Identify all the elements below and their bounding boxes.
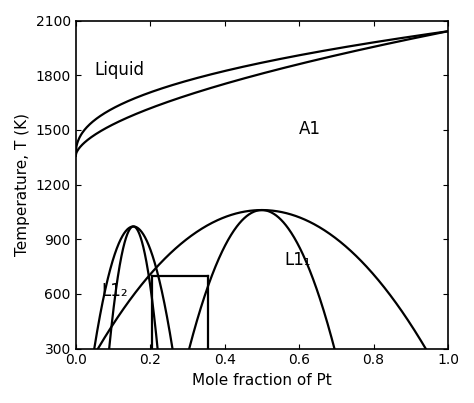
Text: L1₂: L1₂ (102, 282, 128, 300)
Text: A1: A1 (299, 120, 321, 137)
Text: Liquid: Liquid (94, 61, 144, 79)
Text: L1₁: L1₁ (284, 251, 310, 269)
X-axis label: Mole fraction of Pt: Mole fraction of Pt (192, 373, 332, 388)
Y-axis label: Temperature, T (K): Temperature, T (K) (15, 113, 30, 256)
